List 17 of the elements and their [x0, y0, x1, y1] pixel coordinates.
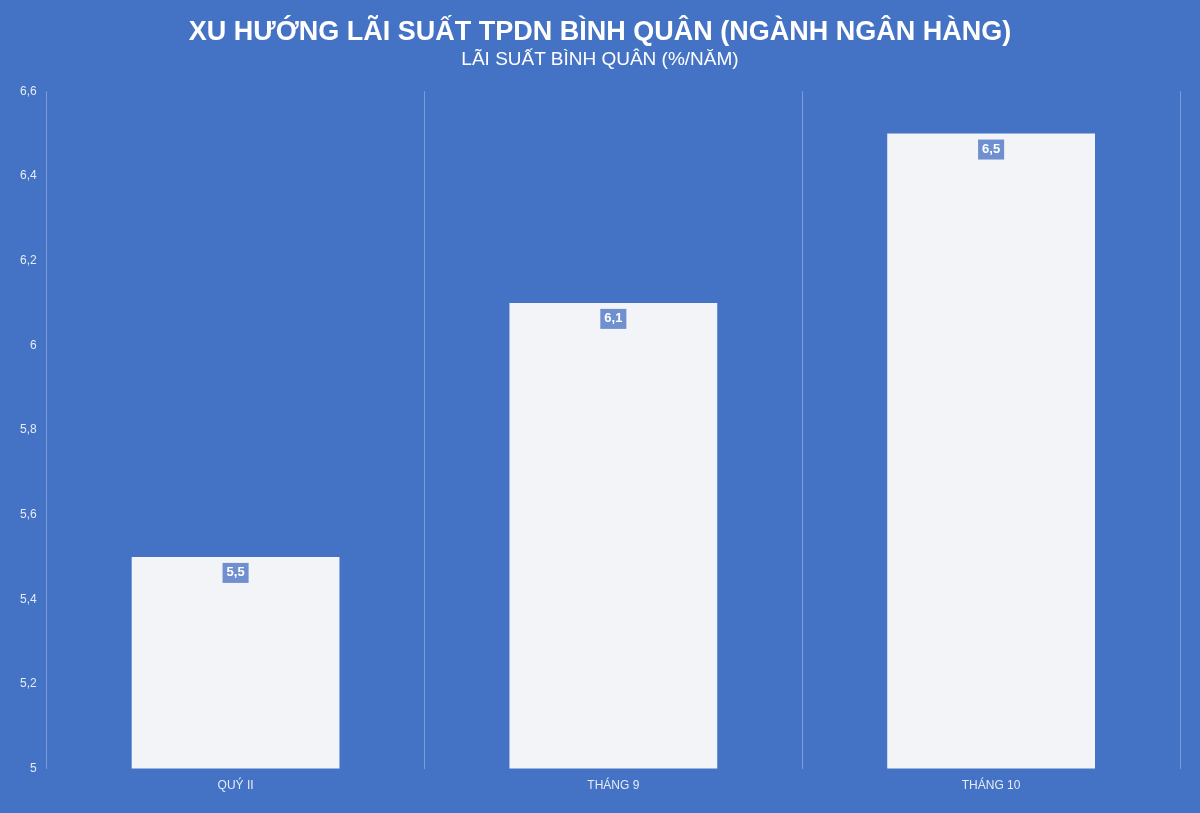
x-tick-label: QUÝ II — [217, 777, 254, 793]
y-tick-label: 6,2 — [19, 252, 37, 267]
y-tick-label: 5,6 — [19, 506, 37, 521]
y-tick-label: 5,8 — [19, 422, 37, 437]
x-tick-label: THÁNG 10 — [961, 777, 1021, 793]
x-tick-label: THÁNG 9 — [587, 777, 640, 793]
y-tick-label: 5,2 — [19, 676, 37, 691]
y-tick-label: 5 — [29, 760, 37, 775]
chart-subtitle: LÃI SUẤT BÌNH QUÂN (%/NĂM) — [460, 48, 740, 71]
y-tick-label: 6,4 — [19, 168, 37, 183]
chart-title: XU HƯỚNG LÃI SUẤT TPDN BÌNH QUÂN (NGÀNH NGÂN HÀNG) — [187, 14, 1013, 46]
y-tick-label: 5,4 — [19, 591, 37, 606]
data-label: 6,1 — [604, 310, 623, 326]
data-label: 5,5 — [226, 564, 245, 580]
y-tick-label: 6 — [29, 337, 37, 352]
y-tick-label: 6,6 — [19, 83, 37, 98]
data-label: 6,5 — [982, 141, 1001, 157]
